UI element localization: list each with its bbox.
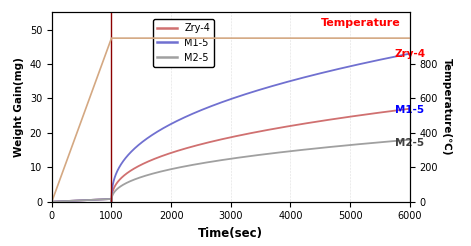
Legend: Zry-4, M1-5, M2-5: Zry-4, M1-5, M2-5 (154, 19, 214, 67)
Y-axis label: Temperature(℃): Temperature(℃) (442, 58, 452, 156)
Y-axis label: Weight Gain(mg): Weight Gain(mg) (14, 57, 24, 157)
Text: M1-5: M1-5 (395, 106, 424, 115)
Text: Temperature: Temperature (321, 18, 401, 28)
Text: M2-5: M2-5 (395, 138, 424, 148)
Text: Zry-4: Zry-4 (395, 49, 426, 59)
X-axis label: Time(sec): Time(sec) (198, 227, 263, 240)
